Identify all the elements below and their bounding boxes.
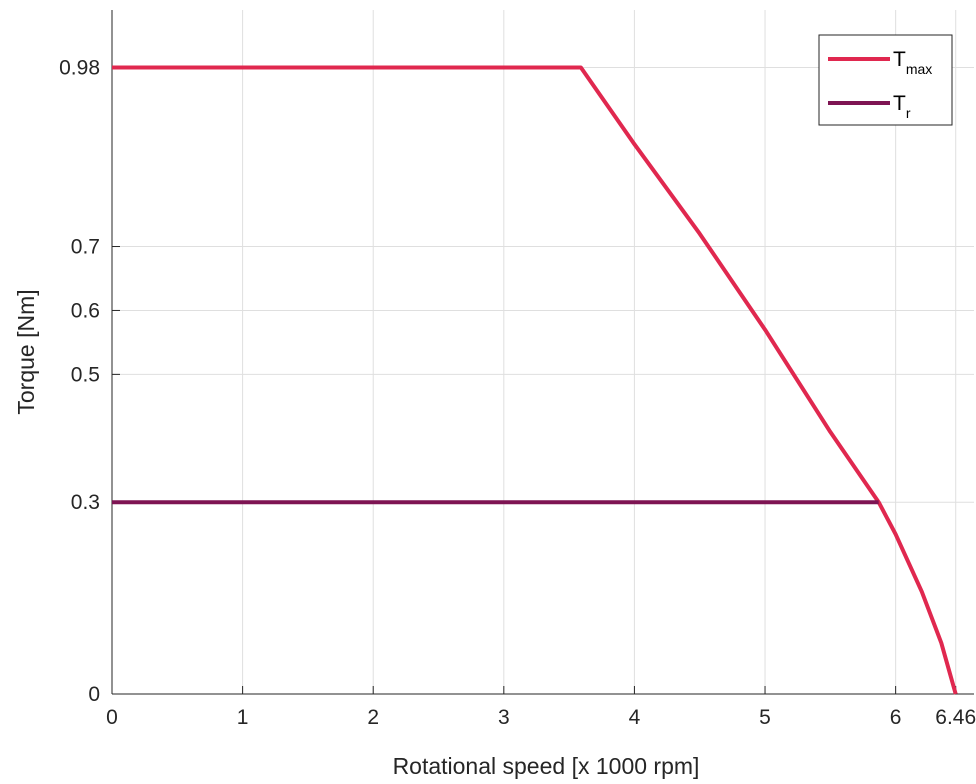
y-tick-label-0-5: 0.5	[71, 363, 100, 386]
x-tick-label-2: 2	[367, 706, 379, 729]
y-tick-label-0-3: 0.3	[71, 491, 100, 514]
x-tick-label-6-46: 6.46	[935, 706, 976, 729]
legend-label-tr-sub: r	[906, 105, 911, 121]
x-tick-label-4: 4	[629, 706, 641, 729]
legend-box	[818, 34, 953, 126]
x-axis-label: Rotational speed [x 1000 rpm]	[393, 753, 700, 779]
y-tick-label-0-98: 0.98	[59, 57, 100, 80]
y-axis-label: Torque [Nm]	[13, 289, 39, 414]
x-tick-label-5: 5	[759, 706, 771, 729]
legend-label-tr: Tr	[893, 92, 911, 121]
legend-label-tmax-main: T	[893, 48, 906, 71]
x-tick-label-1: 1	[237, 706, 249, 729]
legend: Tmax Tr	[818, 34, 953, 126]
y-ticks: 0 0.3 0.5 0.6 0.7 0.98	[59, 57, 120, 706]
legend-label-tr-main: T	[893, 92, 906, 115]
y-tick-label-0-7: 0.7	[71, 236, 100, 259]
x-tick-label-3: 3	[498, 706, 510, 729]
x-ticks: 0 1 2 3 4 5 6 6.46	[106, 686, 976, 729]
x-tick-label-0: 0	[106, 706, 118, 729]
y-tick-label-0: 0	[88, 683, 100, 706]
legend-label-tmax: Tmax	[893, 48, 932, 77]
x-tick-label-6: 6	[890, 706, 902, 729]
y-tick-label-0-6: 0.6	[71, 299, 100, 322]
series-line-t-max	[112, 65, 958, 695]
series-lines	[112, 65, 958, 695]
legend-label-tmax-sub: max	[906, 61, 932, 77]
axes	[111, 10, 974, 695]
